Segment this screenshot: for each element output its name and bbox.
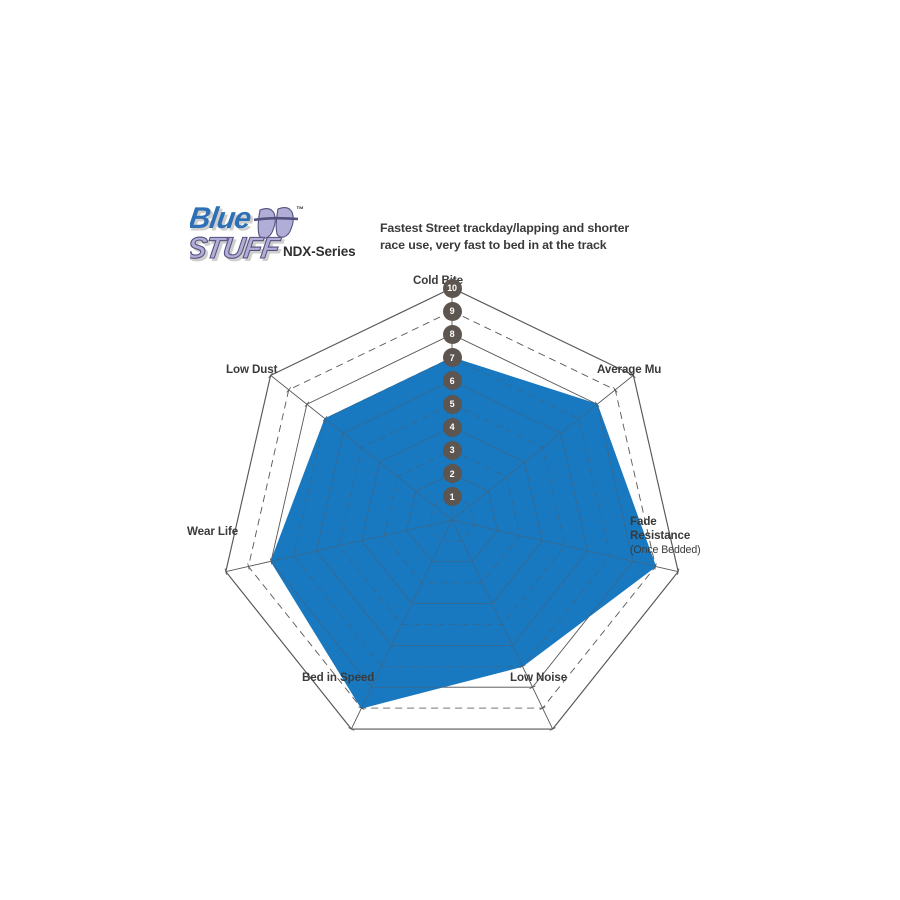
scale-badge-4: 4 [442,417,462,437]
fade-resistance-sublabel: (Once Bedded) [630,544,701,556]
svg-text:Blue: Blue [190,202,253,235]
axis-label-low-noise: Low Noise [510,671,568,684]
scale-badge-9: 9 [442,301,462,321]
scale-badge-6: 6 [442,371,462,391]
scale-badge-8: 8 [442,324,462,344]
tagline-line-1: Fastest Street trackday/lapping and shor… [380,221,630,235]
axis-label-bed-in-speed: Bed in Speed [302,671,375,684]
scale-badge-3: 3 [442,440,462,460]
scale-badge-1: 1 [442,487,462,507]
fade-resistance-main: Fade Resistance [630,515,691,542]
scale-badge-5: 5 [442,394,462,414]
tagline-line-2: race use, very fast to bed in at the tra… [380,238,607,252]
svg-text:STUFF: STUFF [190,232,283,265]
axis-label-low-dust: Low Dust [226,363,278,376]
scale-badge-7: 7 [442,348,462,368]
scale-badge-2: 2 [442,464,462,484]
axis-label-wear-life: Wear Life [187,525,239,538]
bluestuff-logo: Blue STUFF ™ [190,198,375,268]
product-tagline: Fastest Street trackday/lapping and shor… [380,220,680,254]
svg-text:™: ™ [296,205,304,214]
axis-label-average-mu: Average Mu [597,363,662,376]
scale-badge-10: 10 [442,278,462,298]
header: Blue STUFF ™ Fastest Street trackday/lap… [190,198,690,278]
axis-label-fade-resistance: Fade Resistance (Once Bedded) [630,515,720,557]
series-name: NDX-Series [283,244,356,259]
